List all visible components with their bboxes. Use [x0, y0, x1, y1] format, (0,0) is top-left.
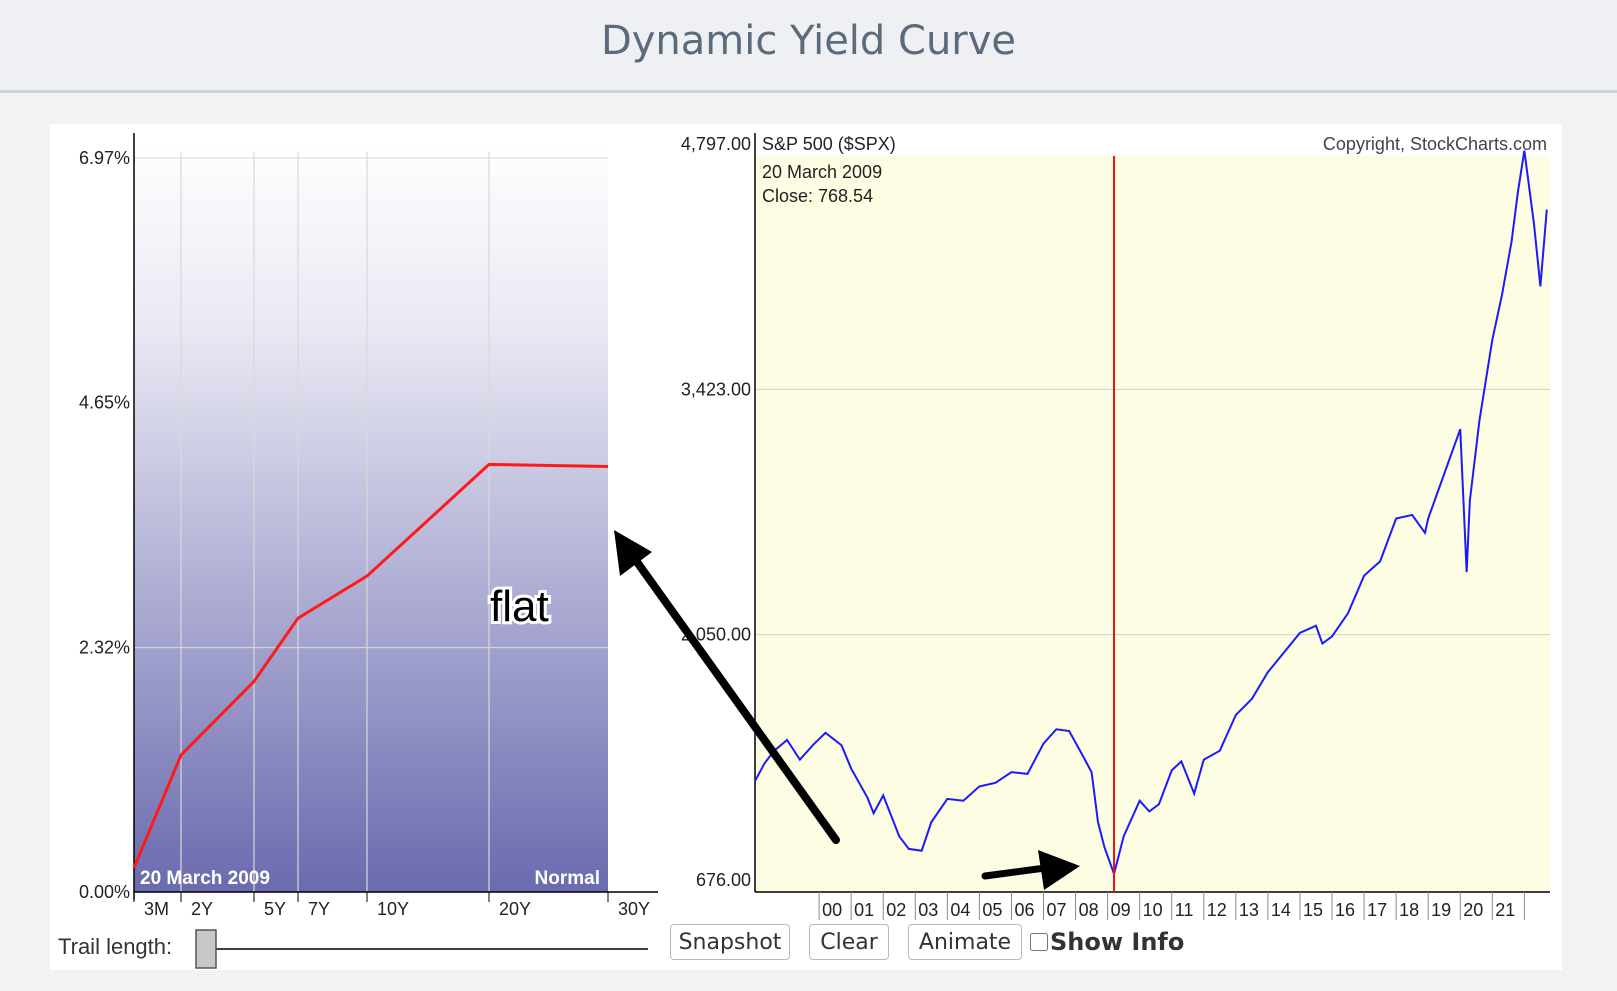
spx-x-tick-label: 10 [1143, 900, 1163, 920]
yield-y-tick-label: 0.00% [79, 882, 130, 902]
yield-x-tick-label: 3M [144, 899, 169, 919]
page-header: Dynamic Yield Curve [0, 0, 1617, 93]
trail-slider-handle[interactable] [195, 929, 217, 969]
spx-x-tick-label: 11 [1175, 900, 1194, 920]
spx-x-tick-label: 02 [886, 900, 906, 920]
show-info-checkbox[interactable] [1030, 933, 1048, 951]
yield-plot-area [134, 140, 608, 892]
yield-y-tick-label: 4.65% [79, 392, 130, 412]
spx-plot-area [755, 156, 1550, 892]
spx-x-tick-label: 13 [1239, 900, 1259, 920]
yield-shape-label: Normal [535, 868, 600, 889]
spx-close-label: Close: 768.54 [762, 186, 873, 206]
arrow-annotations [614, 530, 1080, 890]
yield-curve-chart: 6.97% 4.65% 2.32% 0.00% 3M 2Y 5Y 7Y 10Y 20Y 30Y 2… [79, 133, 658, 919]
spx-x-tick-label: 18 [1399, 900, 1419, 920]
spx-date-label: 20 March 2009 [762, 162, 882, 182]
spx-price-line [754, 150, 1548, 878]
animate-button[interactable]: Animate [908, 924, 1022, 960]
spx-x-tick-label: 20 [1463, 900, 1483, 920]
arrow-head-left [614, 530, 652, 576]
yield-y-tick-label: 2.32% [79, 638, 130, 658]
spx-x-tick-label: 09 [1111, 900, 1131, 920]
show-info-label: Show Info [1050, 928, 1185, 956]
spx-x-tick-label: 01 [854, 900, 874, 920]
yield-x-tick-label: 10Y [377, 899, 409, 919]
spx-x-ticks: 00 01 02 03 04 05 06 07 08 09 10 11 12 13 14 15 16 17 18 19… [818, 892, 1525, 920]
spx-grid [755, 388, 1550, 636]
spx-x-tick-label: 05 [982, 900, 1002, 920]
copyright-label: Copyright, StockCharts.com [1323, 134, 1547, 154]
spx-x-tick-label: 12 [1207, 900, 1227, 920]
trail-length-slider[interactable] [195, 929, 648, 969]
spx-y-tick-label: 676.00 [696, 870, 751, 890]
spx-x-tick-label: 14 [1271, 900, 1291, 920]
spx-x-tick-label: 04 [950, 900, 970, 920]
yield-y-tick-label: 6.97% [79, 148, 130, 168]
yield-curve-line [132, 462, 609, 869]
yield-x-tick-label: 7Y [308, 899, 330, 919]
show-info-toggle[interactable]: Show Info [1030, 924, 1184, 960]
yield-date-label: 20 March 2009 [140, 868, 270, 889]
spx-y-labels: 4,797.00 3,423.00 2,050.00 676.00 [681, 134, 751, 890]
clear-button[interactable]: Clear [809, 924, 889, 960]
spx-y-tick-label: 2,050.00 [681, 625, 751, 645]
spx-y-tick-label: 3,423.00 [681, 379, 751, 399]
yield-x-tick-label: 5Y [264, 899, 286, 919]
snapshot-button[interactable]: Snapshot [670, 924, 790, 960]
page-title: Dynamic Yield Curve [600, 18, 1017, 64]
flat-annotation: flat [490, 582, 549, 631]
spx-x-tick-label: 08 [1079, 900, 1099, 920]
spx-x-tick-label: 03 [918, 900, 938, 920]
spx-x-tick-label: 16 [1335, 900, 1355, 920]
yield-x-tick-label: 2Y [191, 899, 213, 919]
yield-y-labels: 6.97% 4.65% 2.32% 0.00% [79, 148, 130, 902]
yield-x-tick-label: 20Y [499, 899, 531, 919]
arrow-head-right [1038, 850, 1080, 890]
spx-x-tick-label: 07 [1047, 900, 1067, 920]
trail-length-label: Trail length: [58, 934, 173, 959]
spx-title: S&P 500 ($SPX) [762, 134, 896, 154]
yield-x-tick-label: 30Y [618, 899, 650, 919]
spx-y-tick-label: 4,797.00 [681, 134, 751, 154]
yield-grid [134, 152, 608, 892]
spx-x-tick-label: 17 [1367, 900, 1387, 920]
spx-x-tick-label: 15 [1303, 900, 1323, 920]
spx-x-tick-label: 21 [1495, 900, 1515, 920]
arrow-to-low [981, 864, 1049, 880]
spx-x-tick-label: 06 [1014, 900, 1034, 920]
spx-x-tick-label: 00 [822, 900, 842, 920]
spx-x-tick-label: 19 [1431, 900, 1451, 920]
yield-x-ticks: 3M 2Y 5Y 7Y 10Y 20Y 30Y [133, 892, 650, 919]
arrow-to-yield-curve [628, 551, 840, 844]
